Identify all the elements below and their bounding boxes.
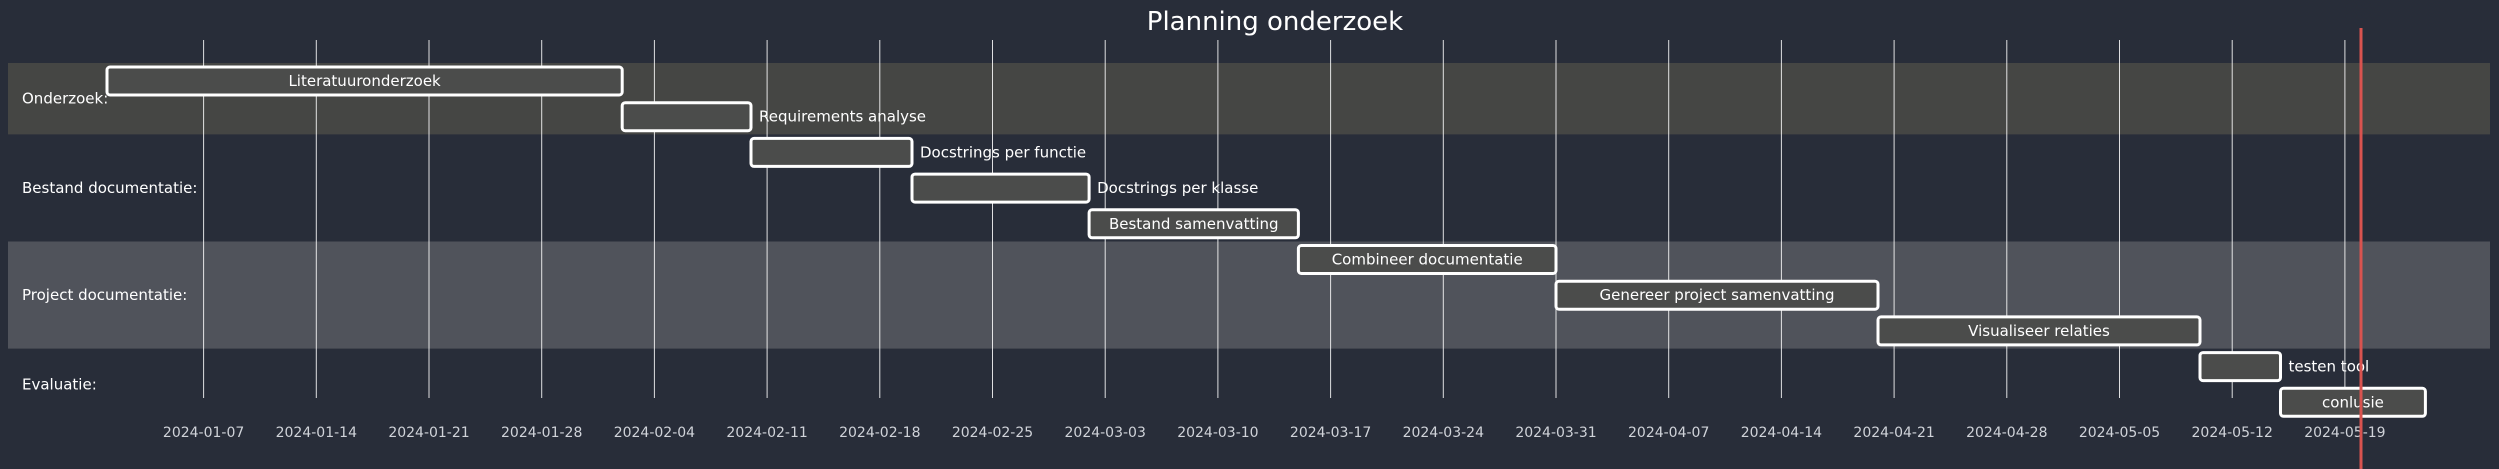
task-label: Literatuuronderzoek xyxy=(288,72,441,90)
tick-label: 2024-01-21 xyxy=(388,425,469,441)
tick-label: 2024-05-05 xyxy=(2079,425,2160,441)
task-bars: Literatuuronderzoek Requirements analyse D… xyxy=(105,65,2427,418)
tick-label: 2024-03-10 xyxy=(1177,425,1258,441)
task-label: conlusie xyxy=(2322,393,2384,411)
tick-label: 2024-01-07 xyxy=(163,425,244,441)
task-bar xyxy=(2198,351,2282,383)
tick-label: 2024-04-28 xyxy=(1966,425,2047,441)
tick-label: 2024-05-19 xyxy=(2304,425,2385,441)
section-label: Bestand documentatie: xyxy=(22,179,197,197)
tick-label: 2024-03-03 xyxy=(1065,425,1146,441)
section-labels: Onderzoek: Bestand documentatie: Project d… xyxy=(22,90,197,394)
task-bar xyxy=(2279,386,2427,418)
tick-label: 2024-02-18 xyxy=(839,425,920,441)
task-label: Genereer project samenvatting xyxy=(1599,286,1834,304)
task-label: Requirements analyse xyxy=(759,108,926,126)
section-label: Evaluatie: xyxy=(22,375,97,393)
task-bar xyxy=(749,136,914,168)
task-label: Docstrings per functie xyxy=(920,143,1086,161)
tick-label: 2024-03-31 xyxy=(1515,425,1596,441)
task-bar xyxy=(620,101,753,133)
section-label: Project documentatie: xyxy=(22,286,187,304)
tick-label: 2024-03-17 xyxy=(1290,425,1371,441)
task-label: Docstrings per klasse xyxy=(1097,179,1258,197)
task-bar xyxy=(1087,208,1300,240)
tick-label: 2024-04-07 xyxy=(1628,425,1709,441)
tick-label: 2024-02-11 xyxy=(726,425,807,441)
task-bar xyxy=(1876,315,2202,347)
section-bands xyxy=(8,63,2490,349)
task-label: Visualiseer relaties xyxy=(1968,322,2110,340)
task-bar xyxy=(1554,279,1880,311)
task-bar xyxy=(105,65,624,97)
tick-label: 2024-01-14 xyxy=(276,425,357,441)
tick-label: 2024-04-14 xyxy=(1741,425,1822,441)
tick-label: 2024-04-21 xyxy=(1853,425,1934,441)
tick-label: 2024-05-12 xyxy=(2192,425,2273,441)
tick-label: 2024-03-24 xyxy=(1403,425,1484,441)
task-label: Bestand samenvatting xyxy=(1109,215,1279,233)
x-axis: 2024-01-07 2024-01-14 2024-01-21 2024-01-28… xyxy=(163,425,2386,441)
tick-label: 2024-02-04 xyxy=(614,425,695,441)
task-bar xyxy=(910,172,1091,204)
tick-label: 2024-01-28 xyxy=(501,425,582,441)
task-label: testen tool xyxy=(2289,358,2370,376)
chart-title: Planning onderzoek xyxy=(1147,7,1403,37)
task-label: Combineer documentatie xyxy=(1332,251,1523,269)
task-bar xyxy=(1296,244,1558,275)
tick-label: 2024-02-25 xyxy=(952,425,1033,441)
section-label: Onderzoek: xyxy=(22,90,108,108)
